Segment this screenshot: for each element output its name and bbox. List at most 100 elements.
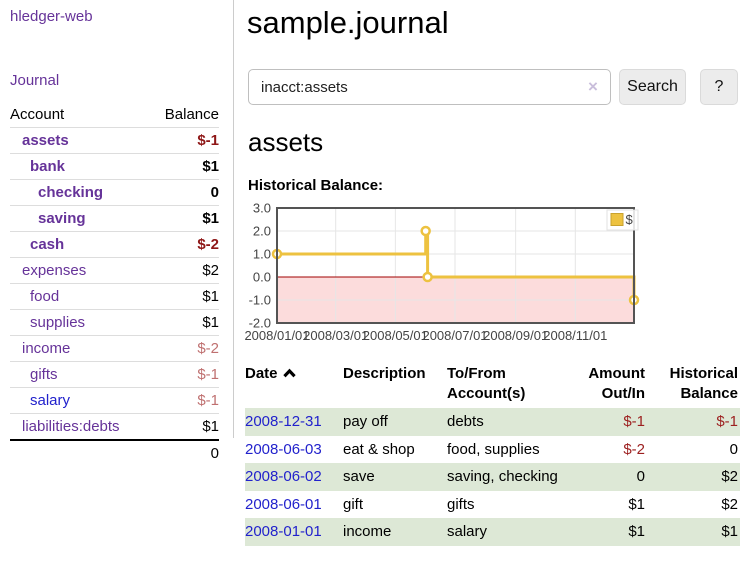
account-row: liabilities:debts $1 — [10, 413, 219, 441]
account-name-cell: checking — [10, 179, 150, 206]
x-axis-tick-label: 2008/09/01 — [483, 328, 548, 343]
account-link[interactable]: assets — [22, 132, 69, 149]
historical-balance-chart[interactable]: $3.0 2.0 1.0 0.0 -1.0 -2.02008/01/012008/03/0… — [240, 200, 742, 350]
account-row: income $-2 — [10, 335, 219, 362]
account-row: supplies $1 — [10, 309, 219, 336]
account-row: bank $1 — [10, 153, 219, 180]
transaction-accounts: saving, checking — [447, 468, 558, 485]
account-name-cell: expenses — [10, 257, 150, 284]
x-axis-tick-label: 2008/11/01 — [543, 328, 607, 343]
accounts-column-header: To/From Account(s) — [447, 365, 526, 402]
y-axis-tick-label: 3.0 — [253, 201, 271, 216]
x-axis-tick-label: 2008/05/01 — [363, 328, 428, 343]
transaction-balance: $-1 — [716, 413, 738, 430]
transaction-accounts: food, supplies — [447, 440, 540, 458]
search-input[interactable] — [248, 69, 611, 105]
transaction-amount: $1 — [628, 523, 645, 540]
account-balance: $-1 — [149, 127, 219, 154]
account-balance: $-1 — [149, 387, 219, 414]
y-axis-tick-label: 2.0 — [253, 224, 271, 239]
transaction-date-link[interactable]: 2008-06-03 — [245, 440, 322, 458]
amount-column-header: Amount Out/In — [588, 365, 645, 402]
account-row: saving $1 — [10, 205, 219, 232]
transaction-date-link[interactable]: 2008-01-01 — [245, 523, 322, 540]
account-name-cell: assets — [10, 127, 150, 154]
account-link[interactable]: income — [22, 340, 71, 357]
help-button[interactable]: ? — [700, 69, 738, 105]
account-link[interactable]: bank — [30, 158, 66, 175]
date-column-header[interactable]: Date — [245, 361, 343, 408]
account-link[interactable]: salary — [30, 392, 71, 409]
account-row: cash $-2 — [10, 231, 219, 258]
transaction-date-link[interactable]: 2008-06-02 — [245, 468, 322, 485]
account-link[interactable]: cash — [30, 236, 65, 253]
register-row: 2008-06-03 eat & shop food, supplies $-2 0 — [245, 436, 740, 464]
register-row: 2008-06-01 gift gifts $1 $2 — [245, 491, 740, 519]
chart-section-label: Historical Balance: — [248, 177, 384, 194]
account-name-cell: bank — [10, 153, 150, 180]
transaction-amount: 0 — [636, 468, 645, 485]
total-spacer — [10, 439, 150, 466]
transaction-description: income — [343, 523, 392, 540]
legend-series-label: $ — [626, 212, 634, 227]
sidebar-item-journal[interactable]: Journal — [10, 72, 60, 89]
account-name-cell: income — [10, 335, 150, 362]
y-axis-tick-label: 1.0 — [253, 247, 271, 262]
account-row: food $1 — [10, 283, 219, 310]
account-link[interactable]: gifts — [30, 366, 58, 383]
brand-link[interactable]: hledger-web — [10, 8, 93, 25]
transaction-date-link[interactable]: 2008-06-01 — [245, 495, 322, 513]
transaction-balance: $1 — [721, 523, 738, 540]
legend-series-swatch — [610, 213, 624, 226]
y-axis-tick-label: -2.0 — [249, 316, 271, 331]
data-point-marker — [422, 271, 433, 283]
account-link[interactable]: expenses — [22, 262, 87, 279]
register-row: 2008-12-31 pay off debts $-1 $-1 — [245, 408, 740, 436]
sort-ascending-icon — [282, 368, 296, 378]
account-name-cell: saving — [10, 205, 150, 232]
transaction-date-cell: 2008-12-31 — [245, 408, 343, 436]
search-button[interactable]: Search — [619, 69, 686, 105]
account-name-cell: salary — [10, 387, 150, 414]
data-point-marker — [420, 225, 431, 237]
transaction-accounts: salary — [447, 523, 488, 540]
x-axis-tick-label: 2008/01/01 — [244, 328, 309, 343]
account-balance: $-2 — [149, 231, 219, 258]
transaction-date-cell: 2008-01-01 — [245, 518, 343, 546]
account-link[interactable]: liabilities:debts — [22, 418, 120, 435]
transaction-date-link[interactable]: 2008-12-31 — [245, 413, 322, 430]
register-table: Date Description To/From Account(s) Amou… — [245, 361, 740, 546]
transaction-amount: $-1 — [623, 413, 645, 430]
x-axis-tick-label: 2008/03/01 — [303, 328, 368, 343]
transaction-date-cell: 2008-06-01 — [245, 491, 343, 519]
accounts-total-row: 0 — [10, 439, 219, 466]
transaction-description: eat & shop — [343, 440, 415, 458]
balance-column-header-main: Historical Balance — [669, 365, 738, 402]
account-link[interactable]: supplies — [30, 314, 86, 331]
account-balance: $1 — [149, 205, 219, 232]
date-header-label: Date — [245, 365, 278, 382]
account-link[interactable]: saving — [38, 210, 86, 227]
account-link[interactable]: checking — [38, 184, 104, 201]
clear-search-icon[interactable]: × — [588, 77, 598, 96]
account-balance: $2 — [149, 257, 219, 284]
transaction-date-cell: 2008-06-02 — [245, 463, 343, 491]
balance-column-header: Balance — [149, 102, 219, 128]
register-row: 2008-06-02 save saving, checking 0 $2 — [245, 463, 740, 491]
account-balance: $-2 — [149, 335, 219, 362]
y-axis-tick-label: -1.0 — [249, 293, 271, 308]
account-balance: $1 — [149, 413, 219, 441]
account-row: salary $-1 — [10, 387, 219, 414]
transaction-accounts: debts — [447, 413, 484, 430]
account-name-cell: supplies — [10, 309, 150, 336]
account-balance: $-1 — [149, 361, 219, 388]
account-row: checking 0 — [10, 179, 219, 206]
account-row: expenses $2 — [10, 257, 219, 284]
description-column-header: Description — [343, 365, 426, 382]
account-name-cell: cash — [10, 231, 150, 258]
account-link[interactable]: food — [30, 288, 60, 305]
accounts-header-row: Account Balance — [10, 102, 219, 128]
transaction-balance: $2 — [721, 468, 738, 485]
total-balance: 0 — [149, 439, 219, 466]
